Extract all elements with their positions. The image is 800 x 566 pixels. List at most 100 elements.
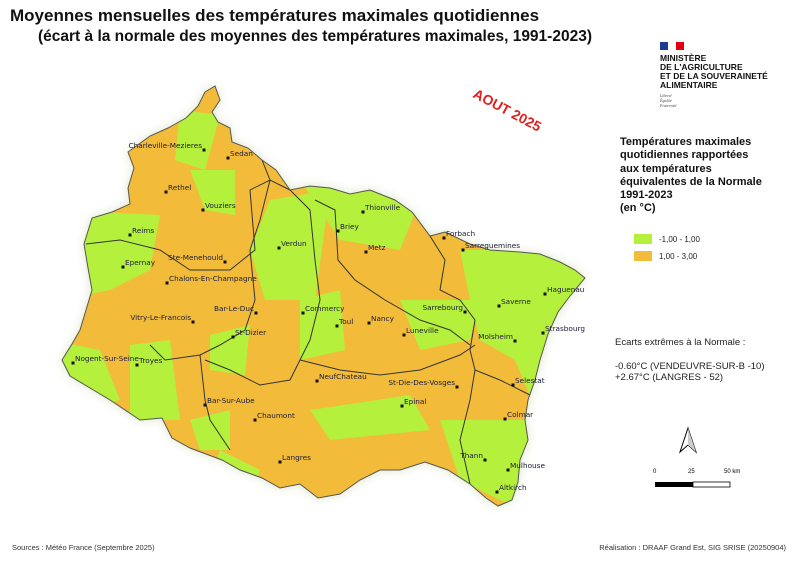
city-label: Nancy: [371, 314, 395, 323]
city-label: Reims: [132, 226, 154, 235]
city-marker: Nogent-Sur-Seine: [71, 354, 139, 365]
city-marker: Briey: [336, 222, 360, 233]
legend-label: 1,00 - 3,00: [659, 251, 698, 261]
city-label: Forbach: [446, 229, 475, 238]
city-marker: Nancy: [367, 314, 395, 325]
city-dot: [511, 383, 515, 387]
city-dot: [254, 311, 258, 315]
city-marker: NeufChateau: [315, 372, 367, 383]
city-dot: [364, 250, 368, 254]
city-label: Haguenau: [547, 285, 584, 294]
ministry-line: ALIMENTAIRE: [660, 80, 718, 90]
city-marker: Verdun: [277, 239, 307, 250]
map-subtitle: (écart à la normale des moyennes des tem…: [38, 28, 592, 45]
city-dot: [495, 490, 499, 494]
north-arrow-icon: [678, 426, 698, 454]
french-flag-icon: [660, 42, 684, 50]
city-dot: [513, 339, 517, 343]
city-dot: [253, 418, 257, 422]
city-marker: Vitry-Le-Francois: [130, 313, 195, 324]
city-label: Sarreguemines: [465, 241, 520, 250]
city-label: Sedan: [230, 149, 253, 158]
legend-title: Températures maximales quotidiennes rapp…: [620, 136, 762, 215]
sources: Sources : Météo France (Septembre 2025): [12, 543, 155, 552]
city-label: Selestat: [515, 376, 545, 385]
city-label: Epernay: [125, 258, 156, 267]
city-marker: St-Dizier: [231, 328, 266, 339]
city-marker: Saverne: [497, 297, 531, 308]
city-label: Thionville: [364, 203, 401, 212]
city-marker: Langres: [278, 453, 311, 464]
city-dot: [223, 260, 227, 264]
city-dot: [400, 404, 404, 408]
city-label: Rethel: [168, 183, 191, 192]
legend-swatch: [634, 234, 652, 244]
city-marker: Colmar: [503, 410, 533, 421]
city-dot: [226, 156, 230, 160]
motto-line: Fraternité: [660, 103, 677, 108]
credits: Réalisation : DRAAF Grand Est, SIG SRISE…: [599, 543, 786, 552]
city-label: Verdun: [281, 239, 307, 248]
city-dot: [231, 335, 235, 339]
city-dot: [164, 190, 168, 194]
city-dot: [165, 281, 169, 285]
city-marker: Chaumont: [253, 411, 295, 422]
city-label: Saverne: [501, 297, 531, 306]
city-label: Toul: [338, 317, 353, 326]
city-marker: Epernay: [121, 258, 156, 269]
city-dot: [315, 379, 319, 383]
city-dot: [497, 304, 501, 308]
city-dot: [503, 417, 507, 421]
city-marker: Haguenau: [543, 285, 584, 296]
city-dot: [442, 236, 446, 240]
city-dot: [128, 233, 132, 237]
city-marker: Troyes: [135, 356, 162, 367]
city-label: Thann: [459, 451, 483, 460]
city-marker: Toul: [335, 317, 353, 328]
city-label: Molsheim: [478, 332, 513, 341]
city-dot: [135, 363, 139, 367]
city-label: Vitry-Le-Francois: [130, 313, 191, 322]
city-dot: [506, 468, 510, 472]
city-label: Briey: [340, 222, 360, 231]
city-marker: Epinal: [400, 397, 426, 408]
city-dot: [277, 246, 281, 250]
city-dot: [121, 265, 125, 269]
city-dot: [203, 403, 207, 407]
city-label: Commercy: [305, 304, 345, 313]
city-marker: Molsheim: [478, 332, 517, 343]
scale-label: 0: [653, 469, 657, 475]
legend-item: 1,00 - 3,00: [634, 251, 697, 261]
city-label: Troyes: [138, 356, 162, 365]
city-marker: St-Die-Des-Vosges: [388, 378, 459, 389]
city-label: Bar-Sur-Aube: [207, 396, 255, 405]
city-marker: Sedan: [226, 149, 253, 160]
city-dot: [463, 310, 467, 314]
city-marker: Bar-Le-Duc: [214, 304, 258, 315]
city-marker: Mulhouse: [506, 461, 545, 472]
city-label: Sarrebourg: [422, 303, 463, 312]
city-dot: [402, 333, 406, 337]
city-marker: Strasbourg: [541, 324, 585, 335]
city-marker: Forbach: [442, 229, 475, 240]
city-dot: [455, 385, 459, 389]
city-dot: [483, 458, 487, 462]
city-label: Bar-Le-Duc: [214, 304, 254, 313]
extreme-max: +2.67°C (LANGRES - 52): [615, 372, 724, 383]
extreme-min: -0.60°C (VENDEUVRE-SUR-B -10): [615, 361, 765, 372]
legend-label: -1,00 - 1,00: [659, 234, 700, 244]
city-label: Ste-Menehould: [168, 253, 223, 262]
city-label: Chalons-En-Champagne: [169, 274, 257, 283]
extremes-heading: Ecarts extrêmes à la Normale :: [615, 337, 746, 348]
city-label: Charleville-Mezieres: [129, 141, 203, 150]
city-dot: [367, 321, 371, 325]
map-title: Moyennes mensuelles des températures max…: [10, 6, 540, 25]
city-label: St-Dizier: [235, 328, 266, 337]
city-label: Altkirch: [499, 483, 527, 492]
city-dot: [202, 148, 206, 152]
city-dot: [191, 320, 195, 324]
legend-swatch: [634, 251, 652, 261]
city-dot: [201, 208, 205, 212]
city-label: NeufChateau: [319, 372, 367, 381]
city-marker: Altkirch: [495, 483, 527, 494]
